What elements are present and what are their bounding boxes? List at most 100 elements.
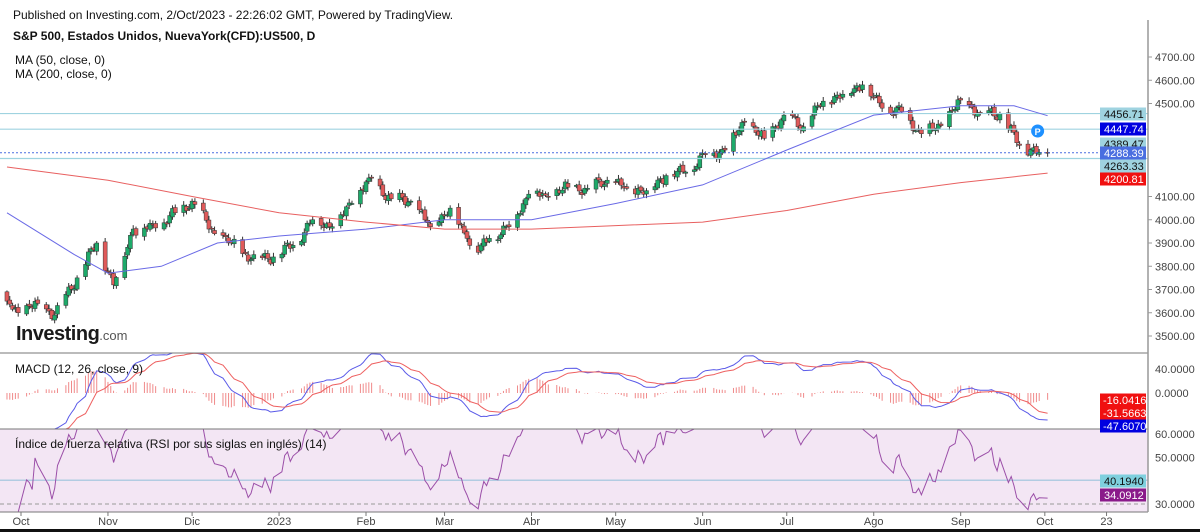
candle-down bbox=[596, 177, 602, 181]
candle-down bbox=[369, 176, 374, 179]
candle-up bbox=[125, 247, 130, 256]
candle-down bbox=[958, 98, 963, 101]
x-tick-label: 2023 bbox=[267, 516, 291, 528]
candle-up bbox=[849, 93, 854, 96]
candle-up bbox=[83, 264, 88, 277]
candle-down bbox=[599, 180, 604, 187]
candle-down bbox=[829, 101, 834, 105]
candle-down bbox=[133, 228, 139, 236]
candle-up bbox=[947, 111, 952, 127]
candle-up bbox=[338, 214, 344, 227]
price-tag-label: 4288.39 bbox=[1104, 148, 1144, 160]
candle-down bbox=[223, 235, 229, 237]
candle-up bbox=[644, 190, 649, 195]
candle-up bbox=[55, 305, 60, 315]
x-tick-label: Abr bbox=[523, 516, 540, 528]
candle-up bbox=[851, 88, 857, 93]
candle-down bbox=[105, 270, 111, 273]
rsi-value-tag bbox=[1100, 488, 1146, 502]
candle-up bbox=[94, 242, 99, 252]
candle-down bbox=[318, 218, 324, 226]
p-marker-label: P bbox=[1035, 127, 1041, 137]
candle-up bbox=[439, 214, 444, 223]
macd-legend: MACD (12, 26, close, 9) bbox=[15, 362, 144, 376]
price-tag-label: 4200.81 bbox=[1104, 174, 1144, 186]
candle-down bbox=[10, 305, 15, 310]
price-tag-label: 4456.71 bbox=[1104, 109, 1144, 121]
candle-up bbox=[602, 184, 607, 187]
candle-down bbox=[624, 186, 630, 189]
candle-down bbox=[506, 224, 512, 227]
candle-up bbox=[86, 251, 91, 266]
x-tick-label: Feb bbox=[357, 516, 376, 528]
candle-up bbox=[860, 84, 865, 90]
candle-down bbox=[722, 147, 728, 151]
candle-up bbox=[675, 170, 680, 178]
candle-up bbox=[128, 235, 133, 249]
candle-down bbox=[192, 201, 198, 205]
candle-down bbox=[15, 307, 21, 314]
candle-up bbox=[1036, 152, 1042, 155]
candle-up bbox=[585, 188, 590, 190]
rsi-value-label: 34.0912 bbox=[1104, 490, 1144, 502]
candle-up bbox=[655, 179, 660, 189]
candle-up bbox=[114, 277, 119, 287]
candle-down bbox=[209, 228, 214, 230]
candle-down bbox=[871, 96, 876, 99]
candle-down bbox=[879, 102, 885, 109]
candle-down bbox=[69, 285, 74, 290]
candle-down bbox=[792, 116, 798, 118]
candle-down bbox=[877, 95, 882, 104]
candle-up bbox=[498, 234, 503, 239]
candle-down bbox=[619, 178, 624, 186]
candle-up bbox=[447, 207, 453, 217]
macd-line bbox=[7, 352, 1048, 430]
candle-up bbox=[635, 188, 641, 195]
candle-up bbox=[408, 200, 414, 203]
candle-down bbox=[680, 164, 686, 173]
candle-up bbox=[560, 189, 565, 194]
candle-down bbox=[7, 299, 13, 305]
candle-down bbox=[966, 101, 972, 106]
candle-down bbox=[417, 200, 422, 211]
rsi-tick-label: 30.0000 bbox=[1155, 499, 1195, 511]
candle-up bbox=[778, 119, 784, 129]
candle-down bbox=[1014, 131, 1020, 143]
candle-down bbox=[576, 184, 582, 192]
y-tick-label: 3500.00 bbox=[1155, 331, 1195, 343]
candle-down bbox=[428, 223, 433, 227]
rsi-value-tag bbox=[1100, 474, 1146, 488]
candle-down bbox=[891, 114, 896, 116]
candle-up bbox=[122, 255, 128, 278]
y-tick-label: 4700.00 bbox=[1155, 52, 1195, 64]
candle-up bbox=[515, 214, 520, 228]
candle-down bbox=[972, 106, 977, 116]
candle-down bbox=[4, 291, 10, 302]
rsi-legend: Índice de fuerza relativa (RSI por sus s… bbox=[15, 437, 327, 451]
candle-up bbox=[523, 198, 529, 206]
candle-up bbox=[893, 107, 899, 115]
rsi-background bbox=[0, 429, 1148, 512]
candle-up bbox=[913, 130, 919, 132]
candle-up bbox=[832, 96, 837, 103]
candle-up bbox=[952, 109, 958, 112]
candle-down bbox=[377, 178, 383, 187]
candle-up bbox=[739, 122, 745, 132]
candle-up bbox=[731, 132, 736, 152]
candle-up bbox=[189, 200, 195, 209]
candle-up bbox=[933, 129, 938, 132]
candle-up bbox=[518, 213, 523, 216]
published-note: Published on Investing.com, 2/Oct/2023 -… bbox=[13, 8, 454, 22]
candle-up bbox=[63, 293, 69, 306]
candle-down bbox=[240, 239, 245, 254]
price-tag bbox=[1100, 159, 1146, 173]
ma50-legend: MA (50, close, 0) bbox=[15, 53, 106, 67]
candle-up bbox=[652, 186, 658, 191]
macd-value-tag bbox=[1100, 419, 1146, 433]
symbol-title: S&P 500, Estados Unidos, NuevaYork(CFD):… bbox=[13, 29, 316, 43]
candle-down bbox=[464, 231, 470, 239]
logo-suffix: .com bbox=[99, 328, 128, 343]
candle-up bbox=[72, 288, 77, 291]
candle-down bbox=[102, 241, 108, 271]
